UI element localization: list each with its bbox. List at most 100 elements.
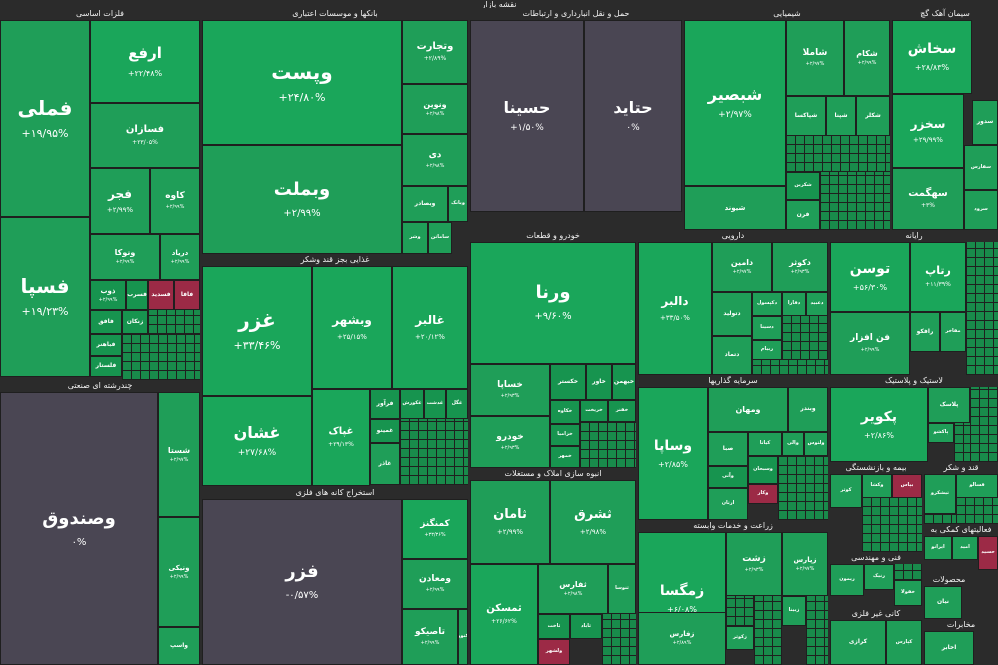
stock-tile[interactable]: فافا bbox=[174, 280, 200, 310]
stock-tile[interactable]: سهگمت +۳% bbox=[892, 168, 964, 230]
stock-tile[interactable]: غکورش bbox=[400, 389, 424, 419]
stock-tile[interactable]: فافق bbox=[90, 310, 122, 334]
stock-tile[interactable]: خریخت bbox=[580, 400, 608, 422]
stock-tile[interactable]: کرازی bbox=[830, 620, 886, 665]
small-stock-cluster[interactable] bbox=[966, 242, 998, 375]
small-stock-cluster[interactable] bbox=[752, 360, 828, 375]
stock-tile[interactable]: سخزر +۲۹/۹۹% bbox=[892, 94, 964, 168]
stock-tile[interactable]: غالبر +۲۰/۱۲% bbox=[392, 266, 468, 389]
small-stock-cluster[interactable] bbox=[782, 316, 828, 360]
stock-tile[interactable]: زشت +۲/۹۳% bbox=[726, 532, 782, 596]
stock-tile[interactable]: دی +۲/۹۸% bbox=[402, 134, 468, 186]
stock-tile[interactable]: شبصیر +۲/۹۷% bbox=[684, 20, 786, 186]
stock-tile[interactable]: فسرب bbox=[126, 280, 148, 310]
stock-tile[interactable]: ولتوس bbox=[804, 432, 828, 456]
stock-tile[interactable]: حتاید ۰% bbox=[584, 20, 682, 212]
stock-tile[interactable]: شستا +۲/۹۷% bbox=[158, 392, 200, 517]
stock-tile[interactable]: قسالو bbox=[956, 474, 998, 498]
stock-tile[interactable]: شکربن bbox=[786, 172, 820, 200]
stock-tile[interactable]: دتماد bbox=[712, 336, 752, 375]
stock-tile[interactable]: ارتان bbox=[708, 488, 748, 520]
stock-tile[interactable]: ونوین +۲/۹۸% bbox=[402, 84, 468, 134]
stock-tile[interactable]: بپاس bbox=[892, 474, 922, 498]
small-stock-cluster[interactable] bbox=[602, 614, 636, 665]
stock-tile[interactable]: زفارس +۲/۸۹% bbox=[638, 612, 726, 665]
stock-tile[interactable]: خفنر bbox=[608, 400, 636, 422]
stock-tile[interactable]: حسید bbox=[978, 536, 998, 570]
stock-tile[interactable]: ثفارس +۲/۹۸% bbox=[538, 564, 608, 614]
stock-tile[interactable]: شاملا +۲/۹۷% bbox=[786, 20, 844, 96]
stock-tile[interactable]: دفارا bbox=[782, 292, 806, 316]
stock-tile[interactable]: کیاتا bbox=[748, 432, 782, 456]
stock-tile[interactable]: اخابر bbox=[924, 631, 974, 665]
small-stock-cluster[interactable] bbox=[894, 564, 922, 580]
stock-tile[interactable]: حسینا +۱/۵۰% bbox=[470, 20, 584, 212]
small-stock-cluster[interactable] bbox=[754, 596, 782, 665]
small-stock-cluster[interactable] bbox=[970, 387, 998, 462]
stock-tile[interactable]: رتاپ +۱۱/۳۹% bbox=[910, 242, 966, 312]
stock-tile[interactable]: غزر +۳۳/۴۶% bbox=[202, 266, 312, 396]
stock-tile[interactable]: دریاد +۲/۹۹% bbox=[160, 234, 200, 280]
stock-tile[interactable]: ورنا +۹/۶۰% bbox=[470, 242, 636, 364]
stock-tile[interactable]: ثاباد bbox=[570, 614, 602, 639]
small-stock-cluster[interactable] bbox=[786, 136, 890, 172]
stock-tile[interactable]: وکار bbox=[748, 484, 778, 504]
small-stock-cluster[interactable] bbox=[806, 596, 828, 665]
stock-tile[interactable]: دکوثر +۲/۹۳% bbox=[772, 242, 828, 292]
stock-tile[interactable]: ثشرق +۲/۹۸% bbox=[550, 480, 636, 564]
stock-tile[interactable]: شیوند bbox=[684, 186, 786, 230]
stock-tile[interactable]: توسن +۵۶/۳۰% bbox=[830, 242, 910, 312]
stock-tile[interactable]: غمینو bbox=[370, 419, 400, 443]
stock-tile[interactable]: ذوب +۲/۹۹% bbox=[90, 280, 126, 310]
stock-tile[interactable]: پکویر +۲/۸۶% bbox=[830, 387, 928, 462]
stock-tile[interactable]: خودرو +۲/۹۳% bbox=[470, 416, 550, 468]
small-stock-cluster[interactable] bbox=[820, 172, 890, 230]
stock-tile[interactable]: فسازان +۲۳/۰۵% bbox=[90, 103, 200, 168]
stock-tile[interactable]: سفارس bbox=[964, 145, 998, 190]
stock-tile[interactable]: ثمسکن +۲۶/۶۲% bbox=[470, 564, 538, 665]
stock-tile[interactable]: خکستر bbox=[550, 364, 586, 400]
stock-tile[interactable]: خاور bbox=[586, 364, 612, 400]
stock-tile[interactable]: زبینا bbox=[782, 596, 806, 626]
stock-tile[interactable]: خفولا bbox=[894, 580, 922, 606]
small-stock-cluster[interactable] bbox=[122, 334, 200, 380]
stock-tile[interactable]: وتجارت +۲/۸۹% bbox=[402, 20, 468, 84]
stock-tile[interactable]: ونیکی +۲/۹۹% bbox=[158, 517, 200, 627]
stock-tile[interactable]: تاصیکو +۲/۹۹% bbox=[402, 609, 458, 665]
stock-tile[interactable]: سرود bbox=[964, 190, 998, 230]
stock-tile[interactable]: پاکشو bbox=[928, 423, 954, 443]
stock-tile[interactable]: فسدید bbox=[148, 280, 174, 310]
stock-tile[interactable]: دکپسول bbox=[752, 292, 782, 316]
stock-tile[interactable]: وبشهر +۲۵/۱۵% bbox=[312, 266, 392, 389]
stock-tile[interactable]: واسپ bbox=[158, 627, 200, 665]
stock-tile[interactable]: کاوه +۲/۹۹% bbox=[150, 168, 200, 234]
stock-tile[interactable]: فلستار bbox=[90, 356, 122, 377]
small-stock-cluster[interactable] bbox=[862, 498, 922, 552]
stock-tile[interactable]: ونوکا +۲/۹۹% bbox=[90, 234, 160, 280]
small-stock-cluster[interactable] bbox=[148, 310, 200, 334]
stock-tile[interactable]: فملی +۱۹/۹۵% bbox=[0, 20, 90, 217]
small-stock-cluster[interactable] bbox=[400, 419, 468, 485]
stock-tile[interactable]: غشان +۲۷/۶۸% bbox=[202, 396, 312, 486]
stock-tile[interactable]: کوثر bbox=[830, 474, 862, 508]
stock-tile[interactable]: وشر bbox=[402, 222, 428, 254]
small-stock-cluster[interactable] bbox=[924, 514, 956, 524]
stock-tile[interactable]: وبانک bbox=[448, 186, 468, 222]
stock-tile[interactable]: ربیام bbox=[752, 340, 782, 360]
stock-tile[interactable]: فباهنر bbox=[90, 334, 122, 356]
stock-tile[interactable]: دتولید bbox=[712, 292, 752, 336]
stock-tile[interactable]: رافکو bbox=[910, 312, 940, 352]
stock-tile[interactable]: وصندوق ۰% bbox=[0, 392, 158, 665]
stock-tile[interactable]: وسبحان bbox=[748, 456, 778, 484]
stock-tile[interactable]: زکوثر bbox=[726, 626, 754, 650]
stock-tile[interactable]: کنور bbox=[458, 609, 468, 665]
stock-tile[interactable]: فسپا +۱۹/۲۳% bbox=[0, 217, 90, 377]
stock-tile[interactable]: دالبر +۳۳/۵۰% bbox=[638, 242, 712, 375]
stock-tile[interactable]: سخاش +۲۸/۸۳% bbox=[892, 20, 972, 94]
stock-tile[interactable]: غپاک +۲۹/۱۳% bbox=[312, 389, 370, 486]
stock-tile[interactable]: ایرانو bbox=[924, 536, 952, 560]
stock-tile[interactable]: غگل bbox=[446, 389, 468, 419]
stock-tile[interactable]: فن افزار +۲/۹۹% bbox=[830, 312, 910, 375]
stock-tile[interactable]: وبملت +۲/۹۹% bbox=[202, 145, 402, 254]
stock-tile[interactable]: وکشا bbox=[862, 474, 892, 498]
